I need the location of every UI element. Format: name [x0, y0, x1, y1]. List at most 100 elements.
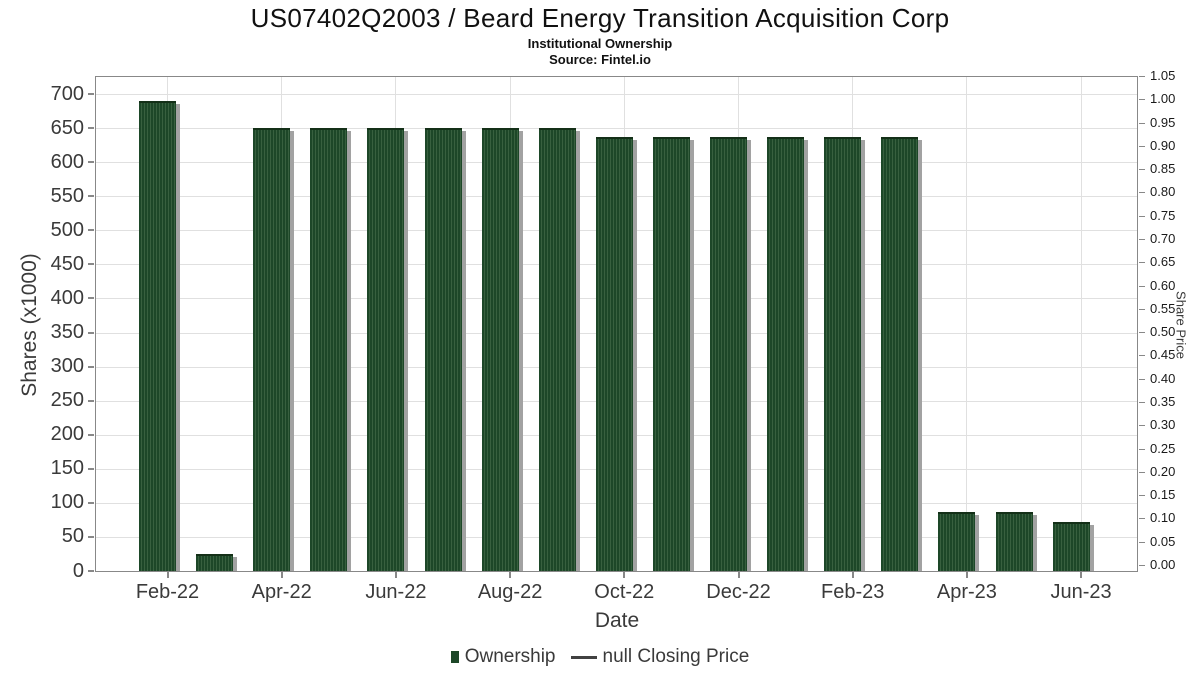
gridline-horizontal [95, 94, 1138, 95]
bar-apr-23[interactable] [938, 512, 980, 572]
x-tick-label: Dec-22 [706, 581, 771, 603]
x-tick-label: Jun-23 [1050, 581, 1112, 603]
y-tick-mark-right [1139, 332, 1145, 334]
bar-sep-22[interactable] [538, 128, 580, 572]
y-tick-label-right: 0.15 [1150, 487, 1176, 503]
bar-jul-22[interactable] [424, 128, 466, 572]
y-tick-mark-right [1139, 425, 1145, 427]
y-tick-mark-left [88, 195, 94, 198]
x-tick-label: Feb-23 [821, 581, 885, 603]
bar-dec-22[interactable] [710, 136, 751, 573]
y-tick-mark-right [1139, 448, 1145, 450]
y-tick-mark-left [88, 229, 94, 232]
gridline-horizontal [95, 128, 1138, 130]
y-tick-mark-right [1139, 145, 1145, 147]
x-tick-mark [1080, 572, 1083, 578]
legend-item-line[interactable]: null Closing Price [570, 646, 750, 668]
gridline-vertical [966, 76, 968, 572]
legend-item-square[interactable]: Ownership [450, 646, 556, 668]
y-tick-label-left: 250 [50, 389, 84, 412]
bar-may-23[interactable] [995, 512, 1037, 572]
y-tick-mark-left [88, 467, 94, 470]
y-tick-mark-right [1139, 565, 1145, 566]
y-tick-label-right: 0.90 [1150, 137, 1176, 153]
bar-mar-23[interactable] [881, 136, 923, 573]
chart-legend: Ownership null Closing Price [0, 646, 1200, 668]
y-tick-mark-right [1139, 402, 1145, 403]
legend-square-icon [450, 651, 459, 663]
bar-jun-23[interactable] [1052, 521, 1094, 573]
y-tick-mark-right [1139, 308, 1145, 310]
x-axis-label: Date [594, 609, 640, 632]
y-tick-mark-right [1139, 192, 1145, 194]
y-tick-label-left: 350 [50, 321, 84, 343]
y-tick-mark-right [1139, 122, 1145, 124]
y-tick-mark-right [1139, 518, 1145, 520]
y-tick-mark-right [1139, 471, 1145, 473]
bar-may-22[interactable] [310, 128, 352, 572]
bar-oct-22[interactable] [595, 136, 637, 573]
y-tick-label-right: 1.00 [1150, 91, 1176, 107]
bar-aug-22[interactable] [481, 128, 523, 572]
y-tick-mark-right [1139, 285, 1145, 287]
y-tick-label-right: 0.75 [1150, 207, 1176, 223]
y-tick-label-right: 0.80 [1150, 184, 1176, 200]
y-tick-label-left: 450 [50, 252, 84, 275]
bar-apr-22[interactable] [253, 128, 295, 572]
x-tick-label: Aug-22 [477, 581, 543, 603]
y-tick-label-right: 0.55 [1150, 300, 1176, 316]
y-tick-mark-left [88, 297, 94, 300]
y-tick-mark-left [88, 501, 94, 504]
y-tick-label-right: 0.50 [1150, 324, 1176, 340]
x-tick-label: Apr-22 [251, 581, 312, 603]
y-tick-mark-right [1139, 495, 1145, 497]
page-title: US07402Q2003 / Beard Energy Transition A… [250, 3, 950, 33]
y-tick-mark-left [88, 263, 94, 266]
chart-subtitle: Institutional Ownership [527, 36, 673, 51]
y-tick-mark-right [1139, 215, 1145, 217]
x-tick-mark [737, 572, 740, 578]
y-tick-mark-right [1139, 378, 1145, 380]
y-tick-label-right: 0.45 [1150, 347, 1176, 363]
bar-feb-23[interactable] [824, 136, 866, 573]
y-tick-label-left: 200 [50, 423, 84, 446]
y-tick-label-right: 0.20 [1150, 463, 1176, 479]
x-tick-mark [509, 572, 512, 578]
y-tick-label-left: 50 [61, 525, 84, 548]
legend-line-icon [570, 655, 597, 659]
y-tick-label-left: 400 [50, 286, 84, 309]
legend-label: null Closing Price [602, 646, 750, 667]
y-tick-label-right: 0.70 [1150, 231, 1176, 246]
y-tick-label-right: 0.40 [1150, 370, 1176, 386]
y-tick-label-right: 0.65 [1150, 254, 1176, 270]
x-tick-mark [166, 572, 169, 578]
y-tick-label-right: 0.05 [1150, 533, 1176, 549]
bar-nov-22[interactable] [652, 136, 694, 573]
y-tick-mark-left [88, 161, 94, 164]
y-tick-label-right: 0.85 [1150, 161, 1176, 177]
legend-label: Ownership [464, 646, 556, 667]
x-tick-label: Feb-22 [135, 581, 200, 603]
x-tick-label: Apr-23 [936, 581, 997, 603]
y-tick-label-right: 0.30 [1150, 417, 1176, 433]
bar-mar-22[interactable] [196, 553, 238, 573]
y-tick-label-right: 0.60 [1150, 277, 1176, 293]
chart-source: Source: Fintel.io [549, 52, 651, 67]
bar-jun-22[interactable] [367, 128, 409, 572]
y-tick-mark-left [88, 93, 94, 95]
y-tick-label-right: 0.10 [1150, 510, 1176, 526]
y-tick-label-left: 100 [50, 491, 84, 514]
x-tick-mark [280, 572, 283, 578]
y-tick-label-right: 0.00 [1150, 557, 1176, 572]
y-tick-mark-right [1139, 99, 1145, 101]
bar-feb-22[interactable] [139, 100, 180, 573]
y-tick-label-left: 150 [50, 457, 84, 480]
bar-jan-23[interactable] [767, 136, 809, 573]
y-tick-mark-left [88, 331, 94, 334]
y-tick-mark-right [1139, 541, 1145, 543]
y-tick-label-left: 650 [50, 116, 84, 139]
y-tick-label-right: 0.95 [1150, 114, 1176, 130]
y-tick-mark-right [1139, 76, 1145, 77]
y-tick-label-right: 0.35 [1150, 394, 1176, 409]
